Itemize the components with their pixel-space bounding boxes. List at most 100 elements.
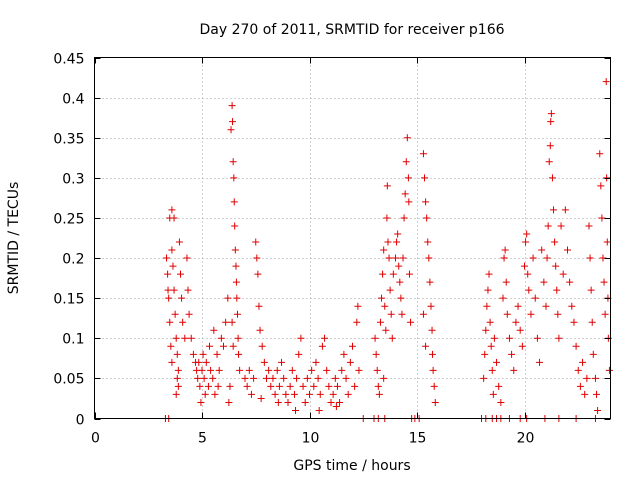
data-point <box>228 318 236 326</box>
data-point <box>387 310 395 318</box>
data-point <box>177 270 184 278</box>
data-point <box>332 402 340 410</box>
data-point <box>587 286 595 294</box>
data-point <box>429 366 437 374</box>
data-point <box>236 366 244 374</box>
data-point <box>553 286 561 294</box>
data-point <box>267 382 275 390</box>
data-point <box>254 270 262 278</box>
data-point <box>547 118 555 126</box>
data-point <box>288 366 296 374</box>
data-point <box>210 326 218 334</box>
data-point <box>169 262 177 270</box>
data-point <box>255 302 263 310</box>
data-point <box>256 326 264 334</box>
data-point <box>224 294 232 302</box>
data-point <box>231 246 239 254</box>
data-point <box>172 334 180 342</box>
data-point <box>574 366 582 374</box>
data-point <box>185 310 193 318</box>
data-point <box>310 382 318 390</box>
data-point <box>557 222 565 230</box>
data-point <box>225 398 233 406</box>
axis-ticks <box>94 57 611 420</box>
x-tick-label: 5 <box>198 431 207 447</box>
data-point <box>230 198 238 206</box>
data-point <box>419 150 427 158</box>
data-point <box>502 278 510 286</box>
data-point <box>333 382 341 390</box>
data-point <box>482 326 490 334</box>
data-point <box>325 382 333 390</box>
data-point <box>395 262 403 270</box>
data-point <box>312 358 320 366</box>
data-point <box>428 326 436 334</box>
data-point <box>523 230 531 238</box>
data-point <box>316 390 324 398</box>
data-point <box>250 374 258 382</box>
data-point <box>514 302 522 310</box>
data-point <box>555 334 563 342</box>
data-point <box>597 182 605 190</box>
data-point <box>286 382 294 390</box>
data-point <box>516 326 524 334</box>
data-point <box>241 374 249 382</box>
data-point <box>372 350 380 358</box>
data-point <box>165 294 173 302</box>
data-point <box>527 310 535 318</box>
data-point <box>206 342 214 350</box>
data-point <box>588 318 596 326</box>
data-point <box>353 318 361 326</box>
data-point <box>508 350 516 358</box>
data-point <box>295 350 303 358</box>
data-point <box>421 174 429 182</box>
data-point <box>576 382 584 390</box>
data-point <box>187 334 195 342</box>
data-point <box>373 366 381 374</box>
data-point <box>340 350 348 358</box>
data-point <box>399 254 407 262</box>
data-point <box>499 294 507 302</box>
data-point <box>197 398 205 406</box>
data-point <box>384 238 392 246</box>
data-point <box>481 350 489 358</box>
x-tick-label: 0 <box>91 431 100 447</box>
data-point <box>605 366 613 374</box>
data-point <box>323 366 331 374</box>
data-point <box>585 222 593 230</box>
data-point <box>199 350 207 358</box>
data-point <box>194 374 202 382</box>
data-point <box>331 374 339 382</box>
data-point <box>546 142 554 150</box>
data-point <box>383 182 391 190</box>
data-point <box>215 366 223 374</box>
data-point <box>593 390 601 398</box>
data-point <box>346 358 354 366</box>
data-point <box>403 134 411 142</box>
data-point <box>561 206 569 214</box>
data-point <box>601 310 609 318</box>
data-point <box>183 254 191 262</box>
data-point <box>271 390 279 398</box>
data-point <box>543 254 551 262</box>
data-point <box>338 366 346 374</box>
data-point <box>490 334 498 342</box>
data-point <box>533 334 541 342</box>
data-point <box>226 382 234 390</box>
data-point <box>518 342 526 350</box>
data-point <box>394 230 402 238</box>
data-point <box>170 286 178 294</box>
data-point <box>229 118 237 126</box>
data-point <box>297 334 305 342</box>
data-point <box>375 390 383 398</box>
data-point <box>196 382 204 390</box>
data-point <box>290 390 298 398</box>
data-point <box>168 206 176 214</box>
y-tick-label: 0.15 <box>53 292 84 308</box>
data-point <box>586 254 594 262</box>
data-point <box>195 358 203 366</box>
data-point <box>265 366 273 374</box>
data-point <box>485 270 493 278</box>
x-axis-label: GPS time / hours <box>293 458 410 474</box>
